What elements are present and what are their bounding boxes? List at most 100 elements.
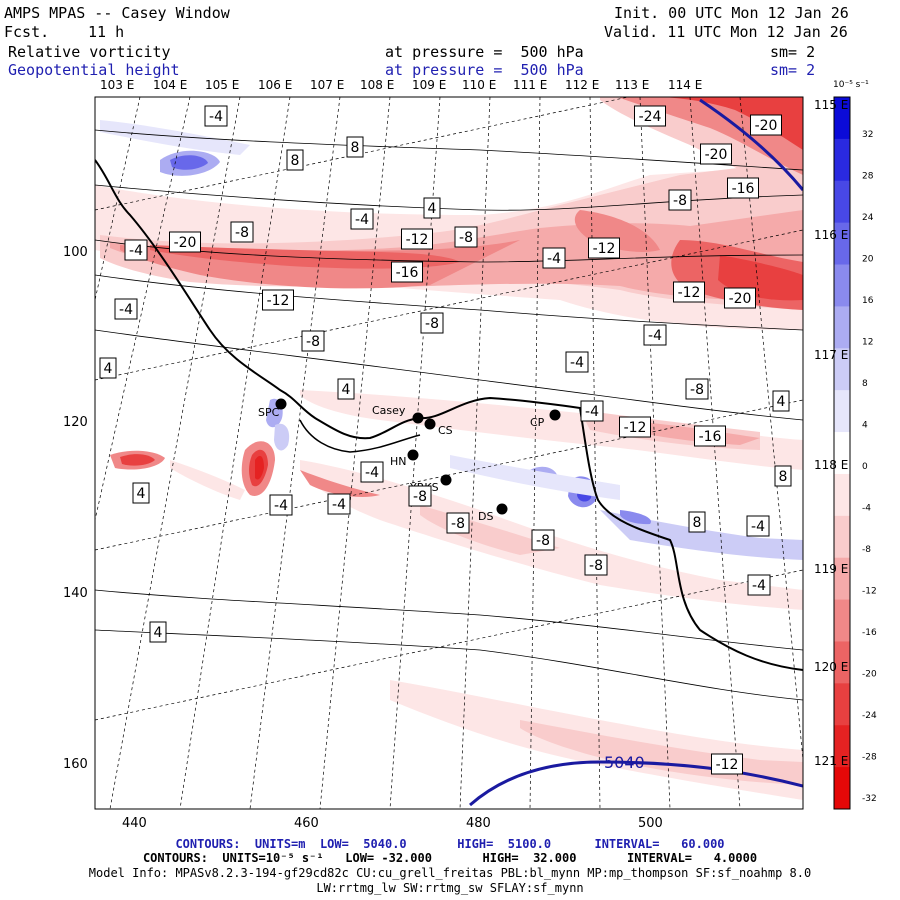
station-dot-cs (424, 418, 436, 430)
colorbar-label: 28 (862, 172, 874, 182)
contour-label: -4 (350, 208, 374, 230)
colorbar-swatch (834, 222, 850, 266)
right-lon-label: 118 E (814, 458, 849, 472)
colorbar-swatch (834, 767, 850, 810)
svg-text:-4: -4 (274, 498, 288, 514)
contour-label: 8 (346, 136, 364, 158)
lon-label: 103 E (100, 78, 135, 92)
svg-text:4: 4 (342, 382, 351, 398)
contour-label: -4 (746, 515, 770, 537)
field2-pressure: at pressure = 500 hPa (385, 61, 584, 79)
contour-label: 4 (149, 621, 167, 643)
x-tick-label: 500 (638, 816, 663, 831)
svg-text:-4: -4 (752, 578, 766, 594)
contour-labels: -4 8 8 -24 -20 -20 -16 -8 4 -4 -8 -20 -12 -8 -12 -4 -16 -… (99, 105, 792, 775)
colorbar-swatch (834, 473, 850, 517)
svg-text:-16: -16 (699, 429, 722, 445)
svg-text:-16: -16 (732, 181, 755, 197)
contour-label: -20 (169, 231, 201, 253)
svg-text:-8: -8 (536, 533, 550, 549)
colorbar: 32 28 24 20 16 12 8 4 0 -4 -8 -12 -16 -20 -24 -28 -32 (833, 96, 877, 810)
lon-label: 109 E (412, 78, 447, 92)
station-markers (275, 398, 561, 515)
contour-label: -4 (269, 494, 293, 516)
station-dot-casey (412, 412, 424, 424)
station-label-spc: SPC (258, 406, 280, 419)
svg-text:-12: -12 (678, 285, 701, 301)
svg-text:-4: -4 (570, 355, 584, 371)
colorbar-label: -32 (862, 794, 877, 804)
contour-label: 4 (423, 197, 441, 219)
contour-label: -12 (262, 289, 294, 311)
lon-label: 113 E (615, 78, 650, 92)
contour-label: -4 (327, 493, 351, 515)
contour-label: -8 (685, 378, 709, 400)
lon-label: 112 E (565, 78, 600, 92)
station-label-hn: HN (390, 455, 407, 468)
colorbar-swatch (834, 97, 850, 140)
contour-label: -12 (711, 753, 743, 775)
x-tick-label: 440 (122, 816, 147, 831)
station-label-cp: CP (530, 416, 545, 429)
model-info: Model Info: MPASv8.2.3-194-gf29cd82c CU:… (88, 866, 812, 880)
svg-text:4: 4 (777, 394, 786, 410)
colorbar-swatch (834, 180, 850, 224)
field2-name: Geopotential height (8, 61, 180, 79)
svg-text:-4: -4 (332, 497, 346, 513)
svg-text:-8: -8 (235, 225, 249, 241)
colorbar-swatch (834, 390, 850, 433)
y-tick-label: 120 (63, 415, 88, 430)
contour-label: -16 (727, 177, 759, 199)
svg-text:-16: -16 (396, 265, 419, 281)
colorbar-label: 8 (862, 379, 868, 389)
colorbar-swatch (834, 557, 850, 601)
model-info-physics: LW:rrtmg_lw SW:rrtmg_sw SFLAY:sf_mynn (316, 881, 584, 895)
contour-label: -4 (124, 239, 148, 261)
right-lon-label: 121 E (814, 754, 849, 768)
contour-label: -16 (391, 261, 423, 283)
forecast-hour: 11 h (88, 23, 125, 41)
svg-text:8: 8 (291, 153, 300, 169)
svg-text:-4: -4 (648, 328, 662, 344)
contour-label: -16 (694, 425, 726, 447)
contour-label: -8 (420, 312, 444, 334)
colorbar-label: 24 (862, 213, 874, 223)
svg-text:-12: -12 (593, 241, 616, 257)
contour-label: -8 (230, 221, 254, 243)
colorbar-label: 32 (862, 130, 873, 140)
svg-text:-8: -8 (459, 230, 473, 246)
contour-label: -8 (668, 189, 692, 211)
colorbar-label: -12 (862, 587, 877, 597)
svg-text:4: 4 (137, 486, 146, 502)
colorbar-swatch (834, 264, 850, 307)
svg-text:-8: -8 (425, 316, 439, 332)
plot-title: AMPS MPAS -- Casey Window (4, 4, 230, 22)
lon-label: 110 E (462, 78, 497, 92)
svg-text:-12: -12 (624, 420, 647, 436)
contour-label: -4 (565, 351, 589, 373)
contour-label: -8 (408, 485, 432, 507)
svg-text:8: 8 (693, 515, 702, 531)
y-tick-label: 140 (63, 586, 88, 601)
colorbar-label: -16 (862, 628, 877, 638)
right-lon-label: 117 E (814, 348, 849, 362)
colorbar-label: -24 (862, 711, 877, 721)
svg-text:-4: -4 (129, 243, 143, 259)
svg-text:-4: -4 (355, 212, 369, 228)
station-dot-cp (549, 409, 561, 421)
colorbar-swatch (834, 348, 850, 391)
svg-text:-12: -12 (406, 232, 429, 248)
right-lon-label: 115 E (814, 98, 849, 112)
lon-label: 111 E (513, 78, 548, 92)
svg-text:-8: -8 (306, 334, 320, 350)
station-dot-ds (496, 503, 508, 515)
lon-label: 108 E (360, 78, 395, 92)
svg-text:-12: -12 (716, 757, 739, 773)
colorbar-swatch (834, 725, 850, 768)
svg-text:-20: -20 (705, 147, 728, 163)
svg-text:4: 4 (154, 625, 163, 641)
colorbar-label: 0 (862, 462, 868, 472)
contour-label: -8 (454, 226, 478, 248)
svg-text:-4: -4 (751, 519, 765, 535)
right-lon-label: 120 E (814, 660, 849, 674)
